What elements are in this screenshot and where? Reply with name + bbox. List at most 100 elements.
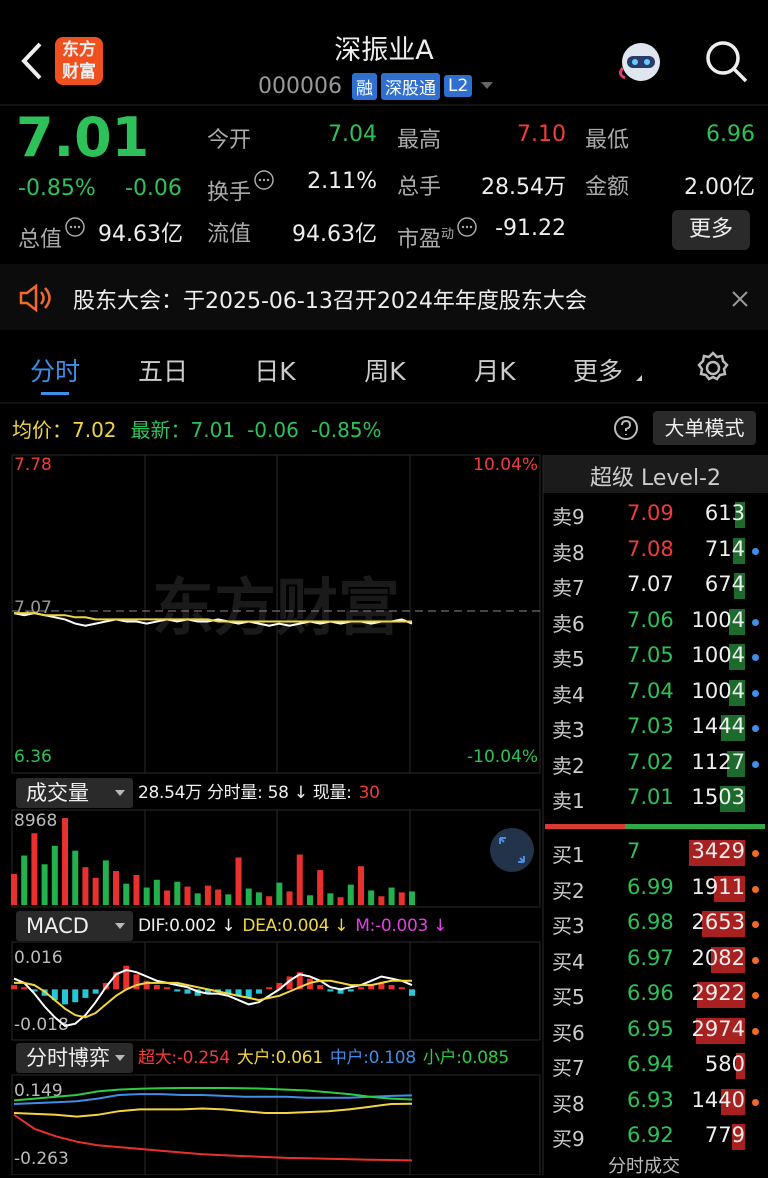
tab[interactable]: 日K [254, 357, 296, 386]
field-value: 94.63亿 [292, 222, 377, 247]
indicator-select[interactable]: 成交量 [16, 778, 133, 808]
settings-button[interactable] [695, 350, 731, 386]
order-label: 买9 [552, 1127, 585, 1151]
order-volume: 580 [704, 1052, 745, 1076]
legend-item: 超大:-0.254 [138, 1048, 230, 1068]
volume-bar [92, 877, 99, 905]
order-label: 卖9 [552, 505, 585, 529]
macd-bar [21, 987, 28, 990]
y-tick-label: 7.78 [14, 455, 52, 475]
order-volume-bar [732, 1124, 745, 1150]
info-icon[interactable] [456, 216, 478, 238]
notice-text[interactable]: 股东大会：于2025-06-13召开2024年年度股东大会 [73, 289, 587, 314]
tab[interactable]: 月K [474, 357, 516, 386]
macd-bar [235, 989, 242, 996]
big-order-mode[interactable]: 大单模式 [653, 411, 756, 445]
macd-bar [51, 989, 58, 1001]
volume-bar [306, 895, 313, 905]
avg-label: 均价： [12, 418, 72, 442]
field-value: -91.22 [495, 216, 566, 241]
order-volume-bar [701, 911, 745, 937]
tab[interactable]: 分时 [29, 357, 80, 386]
series-line [13, 1087, 413, 1102]
logo[interactable]: 东方 财富 [55, 37, 103, 85]
order-book-footer[interactable]: 分时成交 [608, 1156, 680, 1177]
info-circle [254, 170, 274, 190]
assistant-icon[interactable] [615, 38, 667, 84]
select-arrow [115, 923, 125, 929]
dropdown-arrow[interactable] [476, 79, 498, 93]
info-icon[interactable] [253, 169, 275, 191]
field-value: 2.11% [307, 169, 377, 194]
order-dot [752, 850, 759, 857]
volume-bar [41, 864, 48, 905]
back-button[interactable] [18, 40, 48, 82]
order-volume: 1004 [691, 643, 745, 667]
macd-bar [62, 989, 69, 1005]
more-button[interactable]: 更多 [672, 210, 750, 250]
latest-value: 7.01 [190, 418, 236, 442]
latest-change-pct: -0.85% [310, 418, 382, 442]
volume-bar [174, 881, 181, 905]
volume-bar [357, 866, 364, 905]
order-price: 7.05 [627, 643, 674, 667]
volume-bar [21, 855, 28, 905]
order-volume-bar [721, 1088, 745, 1115]
volume-bar [388, 887, 395, 905]
tab[interactable]: 更多 [572, 357, 623, 386]
order-price: 6.94 [627, 1052, 674, 1076]
volume-bar [409, 891, 415, 905]
change-pct: -0.85% [18, 176, 96, 201]
order-volume: 1440 [691, 1087, 745, 1112]
y-tick-label: 6.36 [14, 747, 52, 767]
order-label: 卖3 [552, 718, 585, 742]
watermark: 东方财富 [152, 571, 400, 644]
order-volume: 2653 [691, 910, 745, 934]
info-dot [262, 178, 266, 182]
close-notice[interactable] [730, 289, 750, 309]
macd-bar [215, 989, 222, 992]
volume-bar [235, 857, 242, 905]
order-label: 买2 [552, 878, 585, 903]
order-volume-bar [733, 537, 745, 564]
macd-bar [276, 982, 283, 990]
search-button[interactable] [702, 38, 750, 84]
order-price: 6.93 [627, 1087, 674, 1112]
order-dot [752, 1098, 759, 1106]
help-button[interactable] [613, 415, 639, 441]
stock-code: 000006 [258, 73, 342, 99]
chart-frame [11, 454, 541, 774]
code-row: 000006 融深股通 L2 [258, 72, 498, 100]
order-volume-bar [713, 875, 745, 902]
expand-button[interactable] [490, 828, 534, 872]
macd-bar [204, 989, 211, 994]
order-volume-bar [735, 502, 745, 528]
field-value: 94.63亿 [98, 222, 183, 247]
info-icon[interactable] [64, 216, 86, 238]
macd-bar [398, 987, 405, 990]
order-volume-bar [728, 679, 745, 706]
tab[interactable]: 五日 [137, 357, 188, 386]
order-price: 7.02 [627, 749, 674, 774]
order-price: 6.98 [627, 910, 674, 934]
latest-change: -0.06 [247, 418, 299, 442]
order-dot [752, 547, 759, 555]
indicator-select[interactable]: MACD [16, 911, 133, 941]
field-label: 总值 [18, 216, 86, 253]
change: -0.06 [125, 176, 182, 201]
book-ratio-buy [625, 824, 765, 829]
order-book-title-bar [543, 455, 768, 493]
macd-bar [133, 974, 140, 990]
volume-bar [245, 888, 252, 905]
volume-bar [133, 874, 140, 905]
order-label: 买6 [552, 1020, 585, 1045]
series-line [13, 968, 413, 1027]
chart-frame [11, 809, 541, 908]
expand-icon [499, 837, 525, 863]
macd-bar [306, 978, 313, 990]
series-line [14, 612, 412, 623]
indicator-select[interactable]: 分时博弈 [16, 1043, 133, 1073]
tab[interactable]: 周K [364, 357, 406, 386]
chart-frame [11, 941, 541, 1041]
